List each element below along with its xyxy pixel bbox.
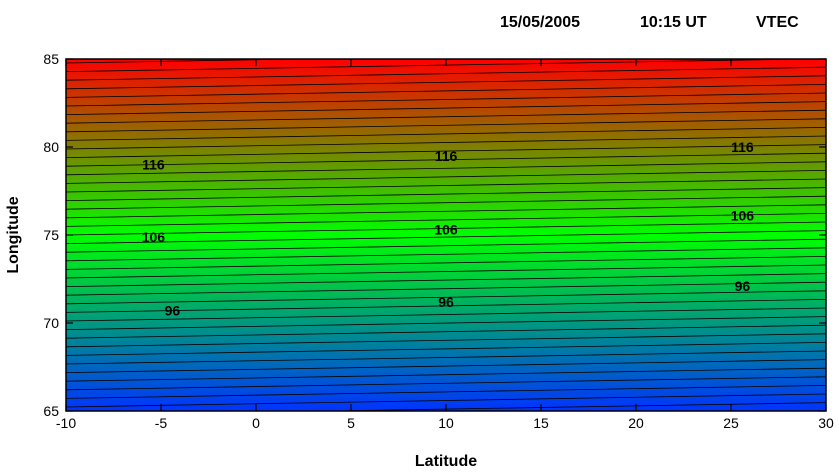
contour-line — [66, 187, 826, 201]
contour-label: 106 — [142, 229, 166, 245]
plot-area — [66, 59, 826, 411]
x-tick-label: 25 — [723, 415, 739, 431]
y-tick-label: 70 — [43, 315, 59, 331]
contour-label: 116 — [435, 148, 458, 164]
contour-line — [66, 59, 324, 64]
contour-line — [66, 221, 826, 236]
contour-line — [66, 204, 826, 219]
contour-line — [66, 161, 826, 176]
header-quantity: VTEC — [756, 14, 799, 31]
contour-line — [66, 290, 826, 305]
contour-line — [66, 230, 826, 244]
x-tick-label: 30 — [818, 415, 834, 431]
x-tick-label: 5 — [347, 415, 355, 431]
contour-line — [66, 109, 826, 124]
contour-line — [66, 393, 826, 408]
y-axis-title: Longitude — [5, 196, 22, 273]
contour-line — [66, 66, 826, 81]
y-tick-label: 80 — [43, 139, 59, 155]
x-tick-label: 15 — [533, 415, 549, 431]
contour-lines — [66, 59, 826, 411]
contour-label: 106 — [731, 208, 755, 224]
contour-label: 96 — [165, 303, 181, 319]
axis-ticks: -10 -5 0 5 10 15 20 25 30 65 70 75 80 85 — [43, 51, 834, 431]
contour-line — [66, 213, 826, 227]
contour-line — [66, 376, 826, 391]
contour-labels: 116 116 116 106 106 106 96 96 96 — [142, 139, 755, 319]
contour-line — [66, 170, 826, 184]
y-tick-label: 85 — [43, 51, 59, 67]
x-tick-label: -10 — [56, 415, 76, 431]
contour-line — [66, 316, 826, 330]
contour-line — [66, 307, 826, 322]
contour-line — [66, 342, 826, 356]
contour-line — [66, 127, 826, 141]
contour-label: 116 — [142, 157, 165, 173]
contour-line — [66, 195, 826, 210]
contour-line — [66, 350, 826, 365]
contour-label: 116 — [731, 139, 754, 155]
x-axis-title: Latitude — [415, 453, 477, 470]
contour-line — [66, 273, 826, 287]
contour-line — [66, 359, 826, 373]
x-tick-label: -5 — [155, 415, 168, 431]
contour-line — [66, 152, 826, 167]
contour-line — [66, 135, 826, 150]
contour-line — [66, 264, 826, 279]
contour-line — [66, 333, 826, 348]
header-date: 15/05/2005 — [500, 14, 581, 31]
x-tick-label: 20 — [628, 415, 644, 431]
contour-line — [66, 238, 826, 253]
contour-line — [66, 385, 826, 399]
contour-line — [66, 84, 826, 98]
contour-label: 96 — [735, 278, 751, 294]
contour-label: 106 — [434, 222, 458, 238]
contour-line — [66, 324, 826, 339]
contour-line — [66, 299, 826, 313]
header-time: 10:15 UT — [640, 14, 707, 31]
contour-line — [66, 75, 826, 90]
contour-line — [66, 92, 826, 107]
contour-line — [66, 101, 826, 115]
x-tick-label: 10 — [438, 415, 454, 431]
contour-line — [66, 247, 826, 262]
contour-line — [66, 144, 826, 158]
contour-line — [66, 118, 826, 133]
contour-line — [66, 281, 826, 296]
y-tick-label: 65 — [43, 403, 59, 419]
plot-frame — [65, 58, 827, 412]
contour-line — [66, 256, 826, 270]
contour-label: 96 — [438, 294, 454, 310]
x-tick-label: 0 — [252, 415, 260, 431]
contour-line — [66, 367, 826, 382]
contour-line — [66, 178, 826, 193]
y-tick-label: 75 — [43, 227, 59, 243]
